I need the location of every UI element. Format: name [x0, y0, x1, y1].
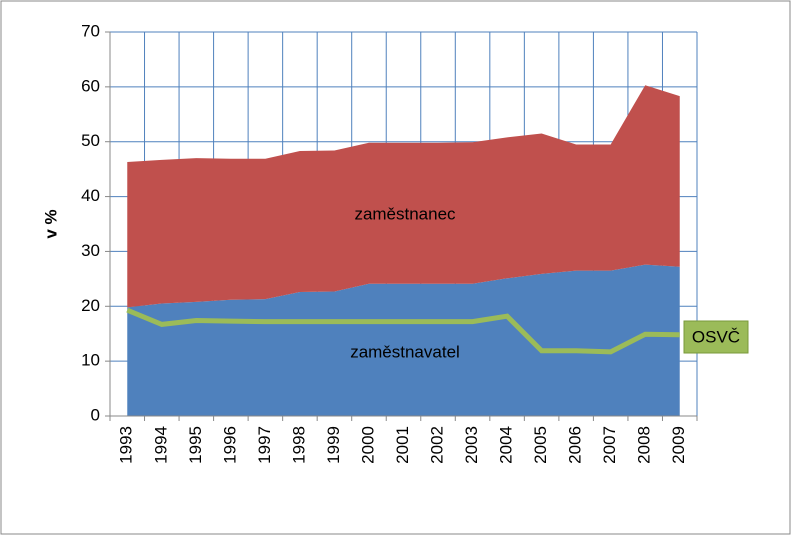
y-axis-label: v % [41, 209, 60, 238]
y-tick-label: 20 [81, 296, 100, 315]
line [126, 307, 680, 355]
y-tick-label: 40 [81, 186, 100, 205]
series-label: zaměstnavatel [350, 342, 460, 361]
x-tick-label: 1995 [186, 426, 205, 464]
x-tick-label: 2002 [428, 426, 447, 464]
x-tick-label: 1999 [324, 426, 343, 464]
y-tick-label: 30 [81, 241, 100, 260]
x-tick-label: 2004 [497, 426, 516, 464]
y-tick-label: 0 [91, 405, 100, 424]
series-label-box [683, 320, 749, 354]
y-tick-label: 50 [81, 131, 100, 150]
x-tick-label: 2006 [566, 426, 585, 464]
y-tick-label: 10 [81, 351, 100, 370]
x-tick-label: 1993 [117, 426, 136, 464]
area [127, 85, 680, 308]
x-tick-label: 2000 [358, 426, 377, 464]
area [127, 264, 680, 416]
x-tick-label: 1998 [289, 426, 308, 464]
x-tick-label: 2001 [393, 426, 412, 464]
series-label: OSVČ [692, 327, 740, 346]
y-tick-label: 70 [81, 21, 100, 40]
x-tick-label: 2003 [462, 426, 481, 464]
x-tick-label: 1996 [220, 426, 239, 464]
x-tick-label: 2005 [531, 426, 550, 464]
x-tick-label: 2009 [669, 426, 688, 464]
x-tick-label: 2007 [600, 426, 619, 464]
y-tick-label: 60 [81, 76, 100, 95]
x-tick-label: 1997 [255, 426, 274, 464]
x-tick-label: 2008 [635, 426, 654, 464]
x-tick-label: 1994 [151, 426, 170, 464]
series-label: zaměstnanec [354, 204, 456, 223]
